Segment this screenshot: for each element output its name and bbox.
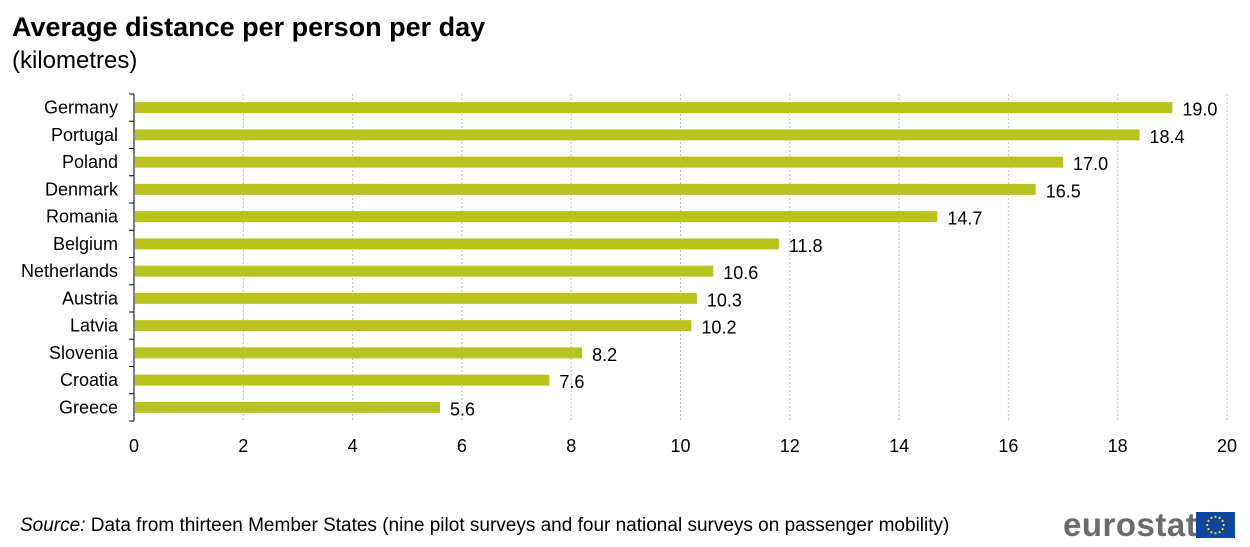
x-tick-label: 2 — [238, 436, 248, 456]
bars — [135, 102, 1173, 413]
category-label: Germany — [44, 98, 118, 118]
data-label: 7.6 — [559, 372, 584, 392]
x-tick-label: 12 — [780, 436, 800, 456]
logo-text: eurostat — [1063, 506, 1198, 543]
category-label: Belgium — [53, 234, 118, 254]
data-label: 16.5 — [1046, 181, 1081, 201]
x-tick-label: 16 — [998, 436, 1018, 456]
x-tick-label: 18 — [1108, 436, 1128, 456]
category-label: Poland — [62, 152, 118, 172]
flag-star — [1218, 516, 1221, 519]
eu-flag-icon — [1196, 512, 1235, 538]
x-tick-label: 4 — [348, 436, 358, 456]
bar — [135, 347, 583, 359]
category-label: Greece — [59, 397, 118, 417]
flag-star — [1210, 516, 1213, 519]
x-tick-label: 20 — [1217, 436, 1237, 456]
flag-star — [1207, 528, 1210, 531]
x-tick-label: 10 — [670, 436, 690, 456]
category-label: Denmark — [45, 179, 119, 199]
flag-star — [1206, 523, 1209, 527]
data-label: 10.6 — [723, 263, 758, 283]
bar — [135, 156, 1064, 168]
bar — [135, 320, 692, 332]
grid-lines — [242, 94, 1228, 421]
data-label: 10.3 — [707, 290, 742, 310]
flag-star — [1218, 531, 1221, 534]
bar — [135, 129, 1140, 141]
flag-star — [1210, 531, 1213, 534]
category-label: Croatia — [60, 370, 119, 390]
category-label: Austria — [62, 288, 119, 308]
bar — [135, 374, 550, 386]
data-label: 5.6 — [450, 399, 475, 419]
x-tick-label: 0 — [129, 436, 139, 456]
bar-chart: 0 2 4 6 8 10 12 14 16 18 20 Germany 19.0 Portugal 18.4… — [21, 93, 1237, 456]
x-tick-label: 6 — [457, 436, 467, 456]
data-label: 18.4 — [1150, 127, 1185, 147]
axes — [129, 93, 135, 422]
flag-star — [1221, 519, 1224, 522]
source-label: Source: — [20, 515, 86, 536]
data-label: 17.0 — [1073, 154, 1108, 174]
flag-star — [1221, 528, 1224, 531]
bar — [135, 238, 779, 250]
category-label: Romania — [46, 207, 119, 227]
data-label: 11.8 — [789, 236, 823, 256]
bar — [135, 211, 938, 223]
category-label: Slovenia — [49, 343, 119, 363]
flag-star — [1214, 515, 1217, 518]
bar — [135, 401, 441, 413]
flag-star — [1222, 523, 1225, 527]
data-label: 8.2 — [592, 345, 617, 365]
data-label: 10.2 — [701, 318, 736, 338]
category-label: Portugal — [51, 125, 118, 145]
chart-title: Average distance per person per day — [12, 12, 486, 42]
labels: 0 2 4 6 8 10 12 14 16 18 20 Germany 19.0 Portugal 18.4… — [21, 98, 1237, 456]
bar — [135, 102, 1173, 114]
data-label: 14.7 — [947, 209, 982, 229]
flag-star — [1207, 519, 1210, 522]
bar — [135, 292, 697, 304]
chart-subtitle: (kilometres) — [12, 47, 138, 74]
data-label: 19.0 — [1182, 100, 1217, 120]
x-tick-label: 8 — [566, 436, 576, 456]
flag-star — [1214, 532, 1217, 535]
bar — [135, 265, 714, 277]
source-note: Source: Data from thirteen Member States… — [20, 515, 949, 537]
category-label: Latvia — [70, 316, 119, 336]
bar — [135, 183, 1036, 195]
x-tick-label: 14 — [889, 436, 909, 456]
source-text: Data from thirteen Member States (nine p… — [85, 515, 950, 536]
category-label: Netherlands — [21, 261, 118, 281]
